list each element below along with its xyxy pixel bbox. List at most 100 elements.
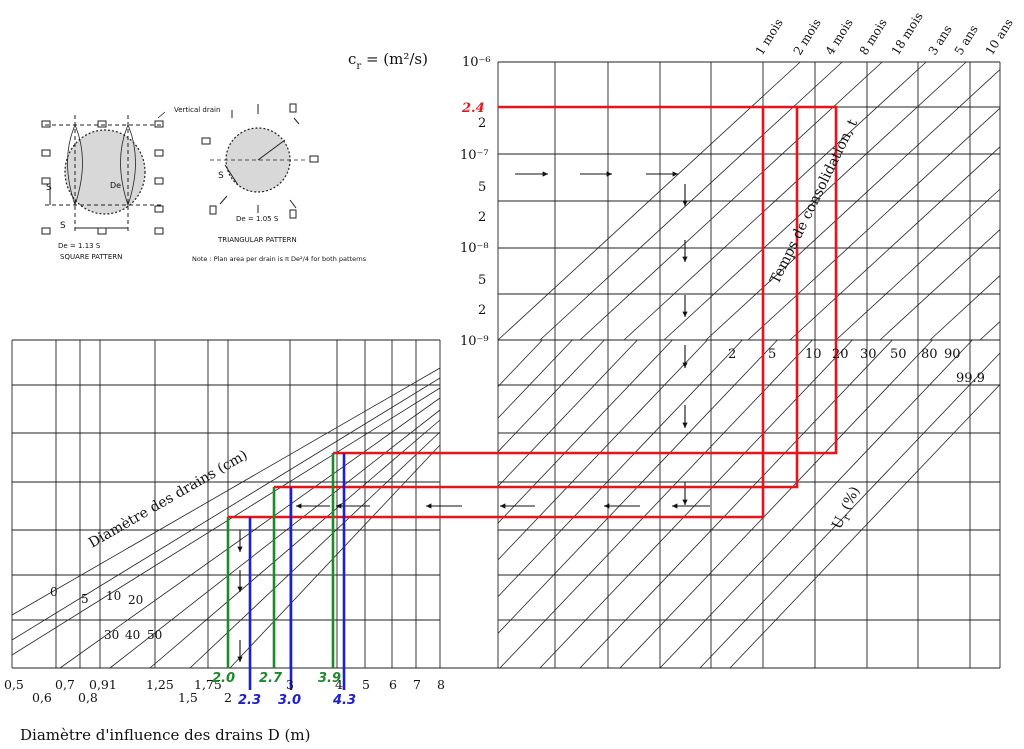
u-line [499, 339, 813, 669]
left-grid [11, 339, 498, 669]
inset-note: Note : Plan area per drain is π De²/4 fo… [192, 255, 367, 263]
square-pattern-sketch [41, 115, 164, 235]
u-line [729, 384, 1001, 669]
red-path-2 [274, 105, 799, 489]
drain-label-6: 40 [125, 628, 140, 642]
inset-de-label: De [110, 181, 121, 190]
cr-tick-2: 2 [478, 116, 486, 131]
inset-triangular-formula: De = 1.05 S [236, 215, 279, 223]
drain-line [11, 377, 441, 641]
arrow-head [296, 503, 302, 509]
d-tick-top-7: 4 [335, 677, 343, 692]
triangular-pattern-sketch [201, 103, 319, 219]
arrow-head [500, 503, 506, 509]
u-line [539, 339, 853, 669]
u-label-4: 20 [832, 347, 849, 362]
time-line [747, 107, 1001, 341]
drain-label-1: 0 [50, 585, 58, 599]
u-label-6: 50 [890, 347, 907, 362]
u-diagonal-lines [497, 339, 1001, 669]
upper-grid [497, 61, 1001, 341]
time-label-2: 2 mois [791, 16, 824, 57]
time-line [789, 146, 1001, 341]
arrow-head [606, 171, 612, 177]
d-tick-top-9: 6 [389, 677, 397, 692]
d-tick-top-5: 1,75 [194, 677, 222, 692]
time-line [879, 229, 1001, 341]
u-line [497, 339, 543, 387]
blue-values: 2.3 3.0 4.3 [238, 693, 356, 708]
time-line [539, 61, 843, 341]
example-paths [226, 105, 838, 690]
u-line [497, 339, 573, 419]
d-tick-top-8: 5 [362, 677, 370, 692]
drain-label-7: 50 [147, 628, 162, 642]
cr-tick-5: 2 [478, 210, 486, 225]
cr-tick-6: 10⁻⁸ [460, 241, 489, 256]
drain-line [149, 419, 441, 669]
drain-label-3: 10 [106, 589, 121, 603]
u-line [497, 339, 605, 452]
cr-tick-4: 5 [478, 180, 486, 195]
u-axis-label: Ur (%) [829, 484, 866, 533]
u-label-3: 10 [805, 347, 822, 362]
d-tick-bottom-3: 1,5 [178, 690, 198, 705]
d-tick-top-1: 0,5 [4, 677, 24, 692]
red-path-3 [333, 105, 838, 455]
time-label-4: 8 mois [857, 16, 890, 57]
cr-tick-8: 2 [478, 303, 486, 318]
lower-right-grid [497, 340, 1001, 669]
time-line [979, 321, 1001, 341]
d-tick-top-10: 7 [413, 677, 421, 692]
cr-axis-label: cr = (m²/s) [348, 50, 428, 72]
u-label-7: 80 [921, 347, 938, 362]
time-labels: 1 mois 2 mois 4 mois 8 mois 18 mois 3 an… [753, 10, 1016, 58]
d-tick-bottom-1: 0,6 [32, 690, 52, 705]
u-label-8: 90 [944, 347, 961, 362]
time-diagonal-lines [497, 61, 1001, 341]
arrow-head [672, 503, 678, 509]
drain-label-5: 30 [104, 628, 119, 642]
time-line [579, 61, 883, 341]
drain-labels: 0 5 10 20 30 40 50 [50, 585, 162, 642]
u-label-5: 30 [860, 347, 877, 362]
u-line [619, 339, 933, 669]
blue-value-1: 2.3 [238, 693, 261, 708]
time-label-3: 4 mois [823, 16, 856, 57]
arrow-head [682, 362, 688, 368]
time-line [497, 61, 801, 341]
cr-tick-9: 10⁻⁹ [460, 334, 489, 349]
drain-line [11, 387, 441, 656]
green-values: 2.0 2.7 3.9 [212, 671, 341, 686]
drain-line [229, 444, 441, 669]
time-label-6: 3 ans [926, 23, 955, 58]
inset-s-label-3: S [218, 171, 224, 181]
drain-label-4: 20 [128, 593, 143, 607]
u-line [497, 339, 638, 487]
d-tick-top-6: 3 [286, 677, 294, 692]
time-line [705, 69, 1001, 341]
inset-square-formula: De = 1.13 S [58, 242, 101, 250]
time-label-7: 5 ans [952, 23, 981, 58]
u-line [659, 339, 973, 669]
time-line [623, 61, 927, 341]
u-line [497, 339, 708, 561]
green-value-1: 2.0 [212, 671, 235, 686]
cr-tick-7: 5 [478, 273, 486, 288]
green-value-2: 2.7 [259, 671, 283, 686]
time-axis-label: Temps de consolidation, t [767, 116, 861, 286]
u-line [497, 339, 743, 597]
u-label-2: 5 [768, 347, 776, 362]
d-tick-bottom-2: 0,8 [78, 690, 98, 705]
u-line [699, 352, 1001, 669]
blue-value-3: 4.3 [332, 693, 356, 708]
time-line [929, 275, 1001, 341]
u-label-1: 2 [728, 347, 736, 362]
u-label-9: 99.9 [956, 371, 985, 386]
arrow-head [237, 546, 243, 552]
arrow-head [682, 256, 688, 262]
time-label-5: 18 mois [889, 10, 926, 58]
cr-tick-highlight: 2.4 [461, 101, 485, 116]
arrow-head [426, 503, 432, 509]
